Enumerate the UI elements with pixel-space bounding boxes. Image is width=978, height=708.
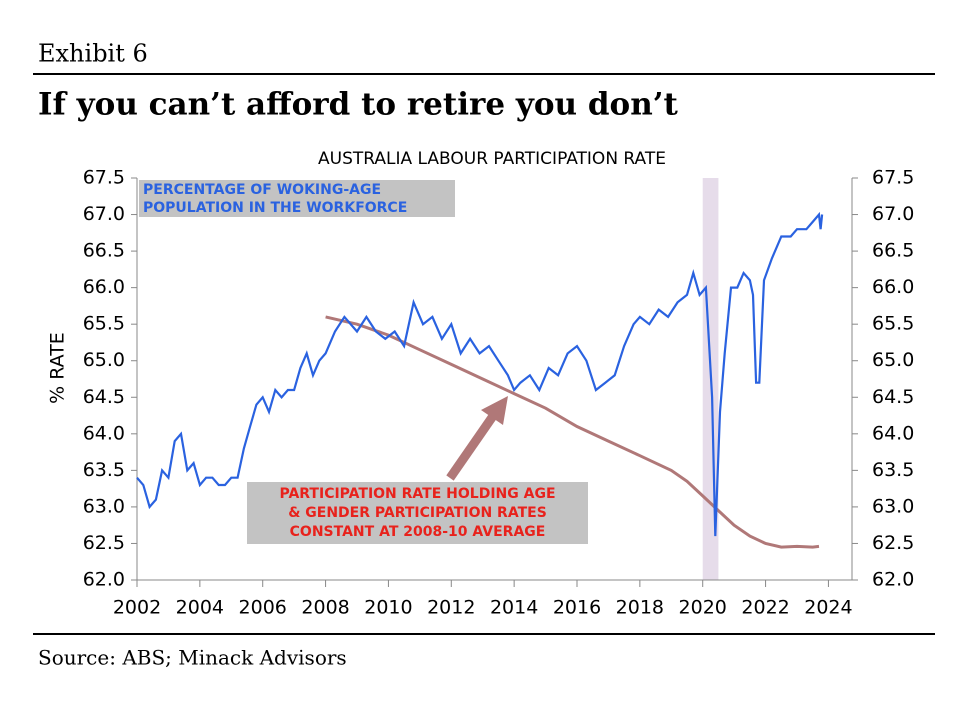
exhibit-label: Exhibit 6	[38, 40, 148, 68]
x-tick-label: 2014	[490, 597, 538, 619]
y-tick-label: 62.0	[83, 569, 125, 591]
y-axis-label: % RATE	[47, 332, 69, 404]
y-tick-label: 65.5	[83, 313, 125, 335]
source: Source: ABS; Minack Advisors	[38, 646, 347, 670]
y2-tick-label: 67.0	[872, 203, 914, 225]
annotation-box	[139, 180, 455, 217]
y-tick-label: 67.0	[83, 203, 125, 225]
x-tick-label: 2024	[804, 597, 852, 619]
arrow-head	[481, 396, 508, 425]
x-tick-label: 2012	[427, 597, 475, 619]
x-tick-label: 2008	[301, 597, 349, 619]
x-tick-label: 2016	[553, 597, 601, 619]
annotation-text: POPULATION IN THE WORKFORCE	[143, 200, 407, 216]
y-tick-label: 66.5	[83, 240, 125, 262]
x-tick-label: 2022	[741, 597, 789, 619]
y2-tick-label: 66.5	[872, 240, 914, 262]
annotation-text: PERCENTAGE OF WOKING-AGE	[143, 182, 381, 198]
series-line	[136, 211, 824, 537]
annotation-text: PARTICIPATION RATE HOLDING AGE	[279, 486, 555, 502]
y-tick-label: 64.0	[83, 422, 125, 444]
series-line	[325, 315, 820, 549]
x-tick-label: 2002	[113, 597, 161, 619]
y2-tick-label: 64.0	[872, 422, 914, 444]
y-tick-label: 62.5	[83, 532, 125, 554]
y-tick-label: 67.5	[83, 167, 125, 189]
y2-tick-label: 63.0	[872, 495, 914, 517]
arrow-shaft	[446, 413, 497, 481]
y2-tick-label: 67.5	[872, 167, 914, 189]
chart-title: AUSTRALIA LABOUR PARTICIPATION RATE	[318, 149, 666, 169]
y2-tick-label: 62.5	[872, 532, 914, 554]
exhibit-title: If you can’t afford to retire you don’t	[38, 87, 679, 123]
y-tick-label: 63.5	[83, 459, 125, 481]
y-tick-label: 66.0	[83, 276, 125, 298]
y2-tick-label: 65.0	[872, 349, 914, 371]
y2-tick-label: 66.0	[872, 276, 914, 298]
annotation-text: & GENDER PARTICIPATION RATES	[288, 505, 547, 521]
x-tick-label: 2020	[679, 597, 727, 619]
x-tick-label: 2004	[176, 597, 224, 619]
y-tick-label: 64.5	[83, 386, 125, 408]
x-tick-label: 2010	[364, 597, 412, 619]
y2-tick-label: 65.5	[872, 313, 914, 335]
annotation-text: CONSTANT AT 2008-10 AVERAGE	[290, 524, 546, 540]
y2-tick-label: 64.5	[872, 386, 914, 408]
x-tick-label: 2018	[616, 597, 664, 619]
y-tick-label: 63.0	[83, 495, 125, 517]
x-tick-label: 2006	[239, 597, 287, 619]
annotation-box	[247, 482, 588, 544]
y2-tick-label: 63.5	[872, 459, 914, 481]
y-tick-label: 65.0	[83, 349, 125, 371]
y2-tick-label: 62.0	[872, 569, 914, 591]
